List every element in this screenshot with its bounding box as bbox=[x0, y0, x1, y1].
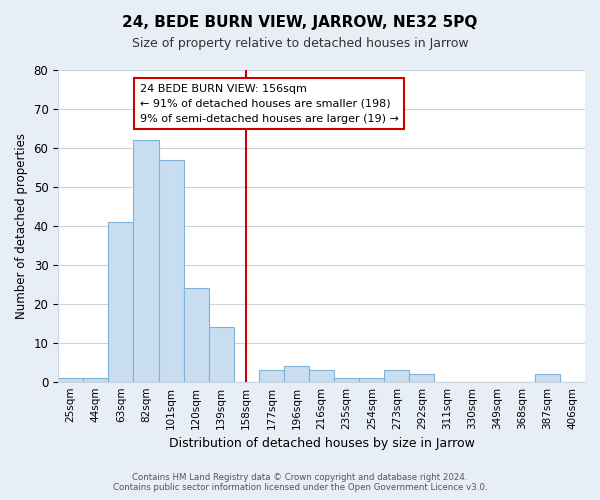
Bar bbox=[409, 374, 434, 382]
Bar bbox=[259, 370, 284, 382]
Y-axis label: Number of detached properties: Number of detached properties bbox=[15, 133, 28, 319]
Bar bbox=[58, 378, 83, 382]
Bar bbox=[334, 378, 359, 382]
Text: 24 BEDE BURN VIEW: 156sqm
← 91% of detached houses are smaller (198)
9% of semi-: 24 BEDE BURN VIEW: 156sqm ← 91% of detac… bbox=[140, 84, 398, 124]
Bar bbox=[535, 374, 560, 382]
Bar bbox=[359, 378, 384, 382]
X-axis label: Distribution of detached houses by size in Jarrow: Distribution of detached houses by size … bbox=[169, 437, 475, 450]
Text: 24, BEDE BURN VIEW, JARROW, NE32 5PQ: 24, BEDE BURN VIEW, JARROW, NE32 5PQ bbox=[122, 15, 478, 30]
Bar bbox=[83, 378, 109, 382]
Bar bbox=[209, 327, 234, 382]
Bar bbox=[309, 370, 334, 382]
Bar bbox=[133, 140, 158, 382]
Text: Contains HM Land Registry data © Crown copyright and database right 2024.
Contai: Contains HM Land Registry data © Crown c… bbox=[113, 473, 487, 492]
Bar bbox=[109, 222, 133, 382]
Text: Size of property relative to detached houses in Jarrow: Size of property relative to detached ho… bbox=[131, 38, 469, 51]
Bar bbox=[284, 366, 309, 382]
Bar bbox=[384, 370, 409, 382]
Bar bbox=[184, 288, 209, 382]
Bar bbox=[158, 160, 184, 382]
